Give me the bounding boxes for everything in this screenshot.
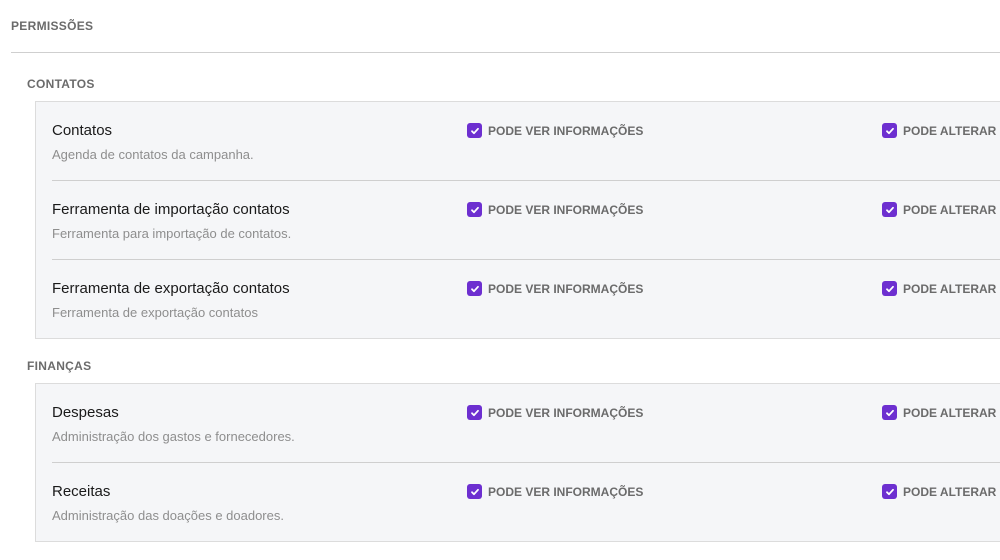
view-label: PODE VER INFORMAÇÕES bbox=[488, 484, 644, 499]
group-title: CONTATOS bbox=[27, 77, 95, 91]
permission-description: Ferramenta de exportação contatos bbox=[52, 305, 258, 320]
view-label: PODE VER INFORMAÇÕES bbox=[488, 123, 644, 138]
checkbox-checked-icon[interactable] bbox=[467, 405, 482, 420]
view-checkbox[interactable]: PODE VER INFORMAÇÕES bbox=[467, 484, 643, 499]
view-label: PODE VER INFORMAÇÕES bbox=[488, 202, 644, 217]
permission-description: Agenda de contatos da campanha. bbox=[52, 147, 254, 162]
permission-description: Administração dos gastos e fornecedores. bbox=[52, 429, 295, 444]
edit-label: PODE ALTERAR bbox=[903, 484, 997, 499]
edit-label: PODE ALTERAR bbox=[903, 281, 997, 296]
edit-checkbox[interactable]: PODE ALTERAR bbox=[882, 405, 996, 420]
edit-label: PODE ALTERAR bbox=[903, 405, 997, 420]
edit-checkbox[interactable]: PODE ALTERAR bbox=[882, 281, 996, 296]
view-checkbox[interactable]: PODE VER INFORMAÇÕES bbox=[467, 202, 643, 217]
checkbox-checked-icon[interactable] bbox=[467, 202, 482, 217]
view-label: PODE VER INFORMAÇÕES bbox=[488, 405, 644, 420]
page-title: PERMISSÕES bbox=[11, 19, 94, 33]
checkbox-checked-icon[interactable] bbox=[882, 202, 897, 217]
checkbox-checked-icon[interactable] bbox=[882, 281, 897, 296]
checkbox-checked-icon[interactable] bbox=[882, 484, 897, 499]
permission-row: Despesas Administração dos gastos e forn… bbox=[52, 384, 1000, 462]
view-checkbox[interactable]: PODE VER INFORMAÇÕES bbox=[467, 405, 643, 420]
edit-label: PODE ALTERAR bbox=[903, 202, 997, 217]
view-label: PODE VER INFORMAÇÕES bbox=[488, 281, 644, 296]
permission-panel: Contatos Agenda de contatos da campanha.… bbox=[35, 101, 1000, 339]
edit-label: PODE ALTERAR bbox=[903, 123, 997, 138]
edit-checkbox[interactable]: PODE ALTERAR bbox=[882, 484, 996, 499]
checkbox-checked-icon[interactable] bbox=[467, 281, 482, 296]
divider bbox=[11, 52, 1000, 53]
permission-name: Receitas bbox=[52, 483, 111, 500]
checkbox-checked-icon[interactable] bbox=[882, 123, 897, 138]
edit-checkbox[interactable]: PODE ALTERAR bbox=[882, 123, 996, 138]
permission-row: Ferramenta de importação contatos Ferram… bbox=[52, 180, 1000, 259]
permission-name: Ferramenta de exportação contatos bbox=[52, 280, 290, 297]
permission-name: Contatos bbox=[52, 122, 113, 139]
group-title: FINANÇAS bbox=[27, 359, 92, 373]
view-checkbox[interactable]: PODE VER INFORMAÇÕES bbox=[467, 123, 643, 138]
permission-row: Contatos Agenda de contatos da campanha.… bbox=[52, 102, 1000, 180]
permission-row: Ferramenta de exportação contatos Ferram… bbox=[52, 259, 1000, 338]
permission-description: Ferramenta para importação de contatos. bbox=[52, 226, 292, 241]
permission-row: Receitas Administração das doações e doa… bbox=[52, 462, 1000, 541]
checkbox-checked-icon[interactable] bbox=[882, 405, 897, 420]
view-checkbox[interactable]: PODE VER INFORMAÇÕES bbox=[467, 281, 643, 296]
edit-checkbox[interactable]: PODE ALTERAR bbox=[882, 202, 996, 217]
checkbox-checked-icon[interactable] bbox=[467, 123, 482, 138]
permission-name: Ferramenta de importação contatos bbox=[52, 201, 290, 218]
permission-panel: Despesas Administração dos gastos e forn… bbox=[35, 383, 1000, 542]
permission-name: Despesas bbox=[52, 404, 119, 421]
checkbox-checked-icon[interactable] bbox=[467, 484, 482, 499]
permission-description: Administração das doações e doadores. bbox=[52, 508, 284, 523]
